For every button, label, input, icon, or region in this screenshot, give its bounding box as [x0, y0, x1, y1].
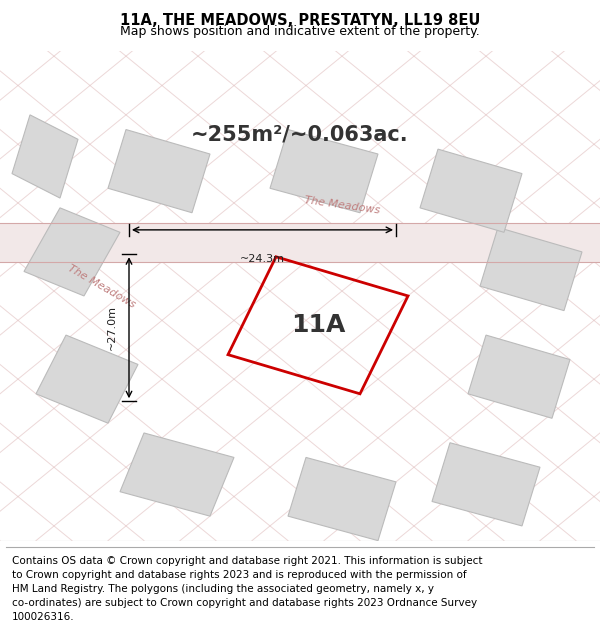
Polygon shape — [288, 458, 396, 541]
Polygon shape — [420, 149, 522, 232]
Text: 11A: 11A — [291, 313, 345, 338]
Text: 11A, THE MEADOWS, PRESTATYN, LL19 8EU: 11A, THE MEADOWS, PRESTATYN, LL19 8EU — [120, 12, 480, 28]
Text: 100026316.: 100026316. — [12, 611, 74, 621]
Polygon shape — [468, 335, 570, 418]
Text: The Meadows: The Meadows — [67, 262, 137, 309]
Polygon shape — [120, 433, 234, 516]
Text: ~255m²/~0.063ac.: ~255m²/~0.063ac. — [191, 124, 409, 144]
Polygon shape — [24, 208, 120, 296]
Polygon shape — [0, 222, 600, 262]
Text: to Crown copyright and database rights 2023 and is reproduced with the permissio: to Crown copyright and database rights 2… — [12, 570, 467, 580]
Text: Map shows position and indicative extent of the property.: Map shows position and indicative extent… — [120, 26, 480, 39]
Polygon shape — [270, 129, 378, 213]
Text: The Meadows: The Meadows — [304, 195, 380, 216]
Text: Contains OS data © Crown copyright and database right 2021. This information is : Contains OS data © Crown copyright and d… — [12, 556, 482, 566]
Polygon shape — [36, 335, 138, 423]
Polygon shape — [108, 129, 210, 213]
Text: ~27.0m: ~27.0m — [107, 305, 117, 350]
Text: HM Land Registry. The polygons (including the associated geometry, namely x, y: HM Land Registry. The polygons (includin… — [12, 584, 434, 594]
Text: ~24.3m: ~24.3m — [240, 254, 285, 264]
Polygon shape — [12, 115, 78, 198]
Text: co-ordinates) are subject to Crown copyright and database rights 2023 Ordnance S: co-ordinates) are subject to Crown copyr… — [12, 598, 477, 608]
Polygon shape — [432, 442, 540, 526]
Polygon shape — [480, 228, 582, 311]
